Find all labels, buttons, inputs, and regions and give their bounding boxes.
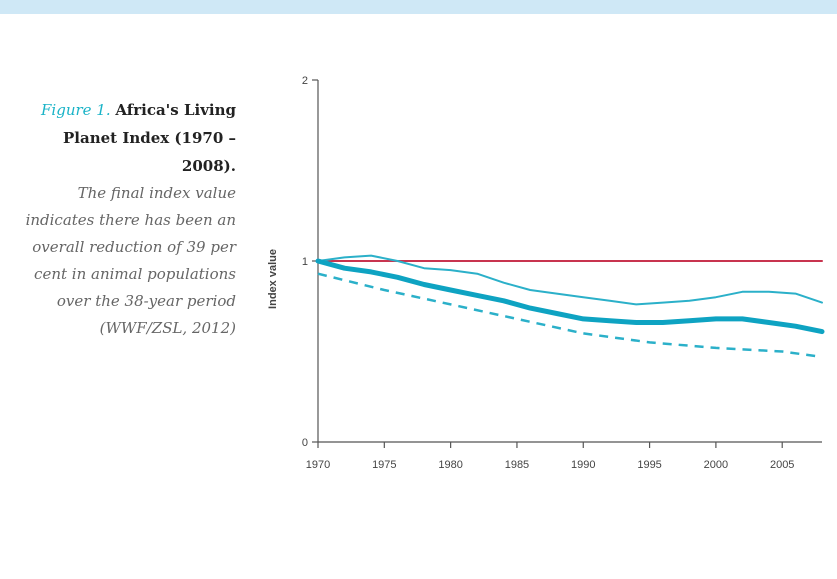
chart-axes [312,79,822,448]
series-line-4 [317,272,823,359]
series-line-3 [315,258,825,335]
x-tick-label: 1970 [306,459,330,471]
top-banner [0,0,837,14]
x-tick-label: 1980 [438,459,462,471]
chart-series [315,254,825,359]
x-tick-label: 2005 [770,459,794,471]
chart-labels: 0 1 2 1970 1975 1980 1985 1990 1995 2000 2005 Index… [267,75,794,471]
series-line-2 [317,254,823,306]
figure-title: Africa's Living Planet Index (1970 – 200… [63,101,236,175]
y-tick-label: 0 [302,437,308,449]
figure-label: Figure 1. [41,101,111,119]
figure-caption: Figure 1. Africa's Living Planet Index (… [8,96,236,342]
y-tick-label: 2 [302,75,308,87]
y-axis-label: Index value [267,249,279,309]
x-tick-label: 1985 [505,459,529,471]
x-tick-label: 1995 [637,459,661,471]
living-planet-index-chart: 0 1 2 1970 1975 1980 1985 1990 1995 2000 2005 Index… [267,75,825,471]
x-tick-label: 1990 [571,459,595,471]
figure-description: The final index value indicates there ha… [25,184,236,337]
x-tick-label: 1975 [372,459,396,471]
y-tick-label: 1 [302,256,308,268]
x-tick-label: 2000 [704,459,728,471]
